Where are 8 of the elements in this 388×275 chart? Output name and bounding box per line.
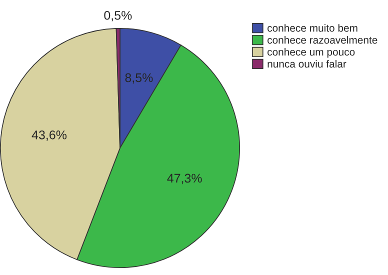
data-label: 43,6% xyxy=(32,130,67,141)
legend-label: conhece um pouco xyxy=(268,48,355,58)
legend-label: conhece razoavelmente xyxy=(268,36,378,44)
data-label: 47,3% xyxy=(167,174,202,184)
data-label: 0,5% xyxy=(104,10,132,22)
legend-label: nunca ouviu falar xyxy=(268,60,346,68)
legend-label: conhece muito bem xyxy=(268,24,358,32)
data-label: 8,5% xyxy=(125,73,153,84)
